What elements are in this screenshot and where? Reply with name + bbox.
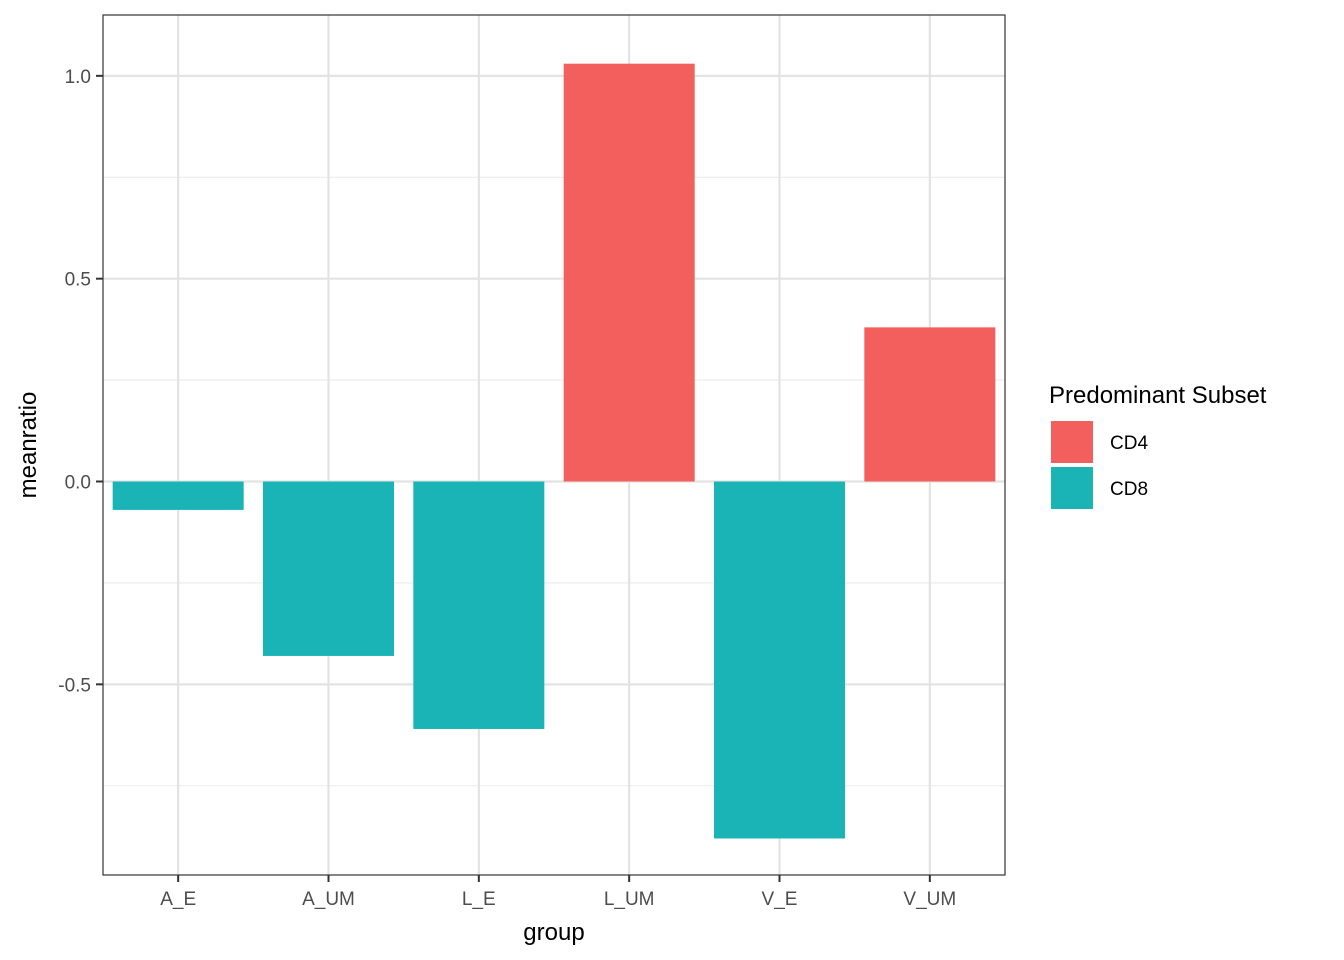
x-tick-label: A_E (160, 889, 196, 910)
legend-label-cd8: CD8 (1110, 479, 1148, 500)
x-axis-title: group (523, 919, 584, 946)
legend-title: Predominant Subset (1049, 382, 1267, 409)
x-tick-label: A_UM (302, 889, 355, 910)
y-tick-label: 0.5 (65, 270, 91, 291)
x-tick-label: L_E (462, 889, 496, 910)
bar-a-e (112, 481, 244, 510)
bar-v-um (864, 327, 996, 482)
bar-l-e (413, 481, 545, 729)
legend-key-cd8 (1051, 467, 1093, 509)
x-tick-label: V_UM (903, 889, 956, 910)
bar-v-e (714, 481, 845, 839)
plot-panel-background (103, 15, 1005, 875)
grid-lines (103, 15, 1005, 875)
bar-l-um (563, 63, 695, 482)
x-tick-label: L_UM (604, 889, 655, 910)
x-tick-label: V_E (762, 889, 798, 910)
bars (112, 63, 996, 839)
tick-labels: -0.5 0.0 0.5 1.0 A_E A_UM L_E L_UM V_E V_UM (58, 67, 956, 910)
legend-key-cd4 (1051, 421, 1093, 463)
axis-ticks (96, 74, 931, 882)
y-axis-title: meanratio (15, 392, 42, 499)
y-tick-label: 0.0 (65, 473, 91, 494)
bar-a-um (263, 481, 394, 656)
legend: Predominant Subset CD4 CD8 (1049, 382, 1267, 509)
y-tick-label: -0.5 (58, 675, 91, 696)
legend-label-cd4: CD4 (1110, 433, 1148, 454)
plot-panel-border (102, 14, 1006, 876)
y-tick-label: 1.0 (65, 67, 91, 88)
